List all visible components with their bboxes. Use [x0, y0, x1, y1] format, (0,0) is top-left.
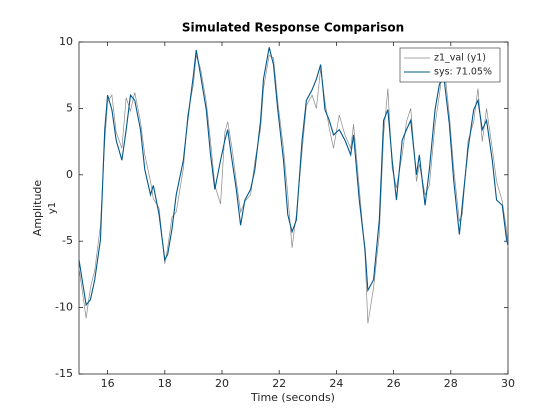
y-tick-label: -15	[55, 367, 73, 380]
series-line	[78, 54, 509, 324]
x-axis-label: Time (seconds)	[250, 391, 335, 404]
x-tick-label: 30	[501, 377, 515, 390]
y-tick-label: -5	[62, 234, 73, 247]
x-tick-label: 16	[101, 377, 115, 390]
x-tick-label: 20	[215, 377, 229, 390]
y-tick-label: 5	[66, 101, 73, 114]
series-line	[78, 47, 509, 307]
chart-title: Simulated Response Comparison	[182, 21, 404, 35]
x-tick-label: 18	[158, 377, 172, 390]
x-tick-label: 26	[387, 377, 401, 390]
y-tick-label: 10	[59, 35, 73, 48]
y-axis-label: Amplitude	[31, 180, 44, 237]
legend-box	[399, 47, 501, 83]
plot-area	[78, 41, 509, 375]
x-tick-label: 22	[272, 377, 286, 390]
output-name: y1	[47, 202, 58, 214]
x-tick-label: 28	[444, 377, 458, 390]
x-tick-label: 24	[329, 377, 343, 390]
legend-label: sys: 71.05%	[434, 67, 492, 78]
legend-label: z1_val (y1)	[434, 53, 486, 64]
y-tick-label: 0	[66, 168, 73, 181]
y-tick-label: -10	[55, 301, 73, 314]
